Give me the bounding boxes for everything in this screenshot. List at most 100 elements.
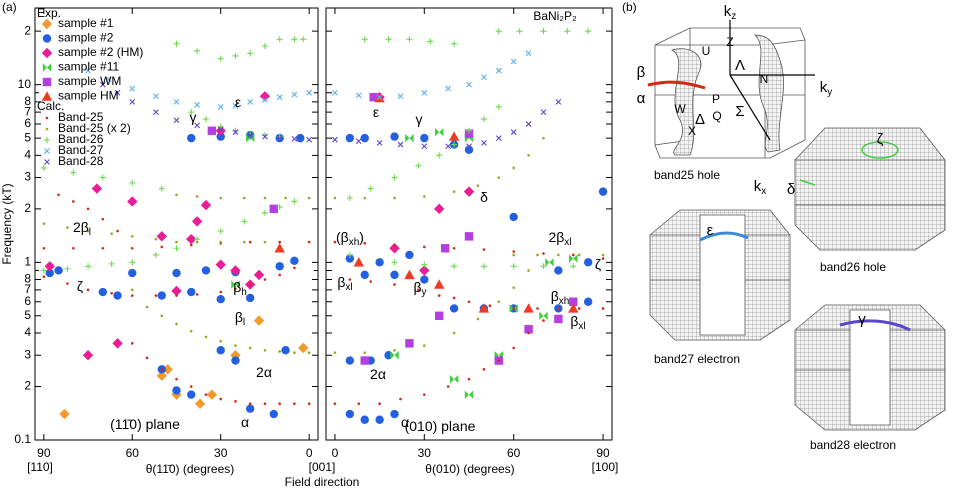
annotation-main: ζ: [77, 278, 83, 294]
data-point: [232, 102, 239, 109]
diagram-caption: band25 hole: [654, 168, 720, 182]
data-point: [156, 231, 167, 242]
data-point: [512, 286, 515, 289]
data-point: [357, 402, 361, 406]
data-point: [152, 93, 159, 100]
y-tick-label: 7: [24, 104, 31, 118]
data-point: [243, 240, 246, 244]
data-point: [510, 129, 517, 136]
data-point: [421, 261, 428, 268]
y-tick-label: 8: [24, 94, 31, 108]
annotation-main: γ: [190, 109, 197, 125]
annotation-sub: xl: [578, 321, 585, 332]
data-point: [145, 305, 149, 309]
data-point: [207, 126, 217, 135]
data-point: [188, 109, 195, 116]
data-point: [291, 198, 298, 205]
diagram-label: Σ: [735, 103, 744, 120]
y-tick-label: 2: [24, 379, 31, 393]
data-point: [108, 260, 115, 267]
data-point: [130, 246, 134, 250]
data-point: [333, 240, 337, 244]
data-point: [158, 185, 165, 192]
panel-label: (b): [622, 0, 637, 14]
data-point: [345, 356, 355, 365]
data-point: [445, 143, 452, 150]
data-point: [154, 237, 158, 241]
diagram-label-main: Λ: [735, 57, 745, 74]
data-point: [278, 240, 281, 244]
data-point: [231, 356, 240, 365]
data-point: [129, 179, 136, 186]
data-point: [101, 217, 105, 221]
data-point: [105, 76, 112, 83]
y-tick-label: 2: [24, 23, 31, 37]
data-point: [276, 203, 283, 210]
data-point: [482, 248, 486, 251]
data-point: [300, 36, 307, 43]
data-point: [201, 266, 211, 275]
diagram-label-sub: y: [827, 87, 832, 98]
data-point: [397, 93, 404, 100]
data-point: [160, 245, 164, 249]
annotation-main: β: [235, 309, 243, 325]
data-point: [375, 415, 384, 424]
direction-label: [100]: [592, 460, 619, 474]
diagram-label-main: γ: [858, 311, 866, 328]
data-point: [248, 240, 252, 244]
data-point: [217, 228, 224, 235]
data-point: [434, 203, 445, 215]
data-point: [523, 303, 534, 313]
diagram-label-main: δ: [787, 181, 795, 198]
data-point: [114, 89, 121, 96]
data-point: [417, 288, 420, 292]
data-point: [145, 356, 149, 360]
data-point: [495, 103, 502, 110]
data-point: [116, 229, 119, 233]
data-point: [204, 393, 208, 396]
data-point: [72, 246, 75, 250]
x-tick-label: 30: [418, 446, 432, 460]
data-point: [206, 389, 218, 400]
data-point: [466, 81, 472, 88]
annotation-main: 2β: [73, 219, 89, 235]
data-point: [215, 259, 226, 270]
data-point: [85, 263, 92, 270]
data-point: [293, 266, 296, 270]
data-point: [156, 370, 167, 381]
diagram-label: W: [674, 102, 686, 116]
data-point: [152, 109, 159, 116]
y-tick-label: 3: [24, 170, 31, 184]
data-point: [245, 133, 255, 143]
data-point: [173, 40, 180, 47]
data-point: [307, 402, 311, 406]
data-point: [130, 235, 134, 238]
diagram-label: Λ: [735, 57, 745, 74]
data-point: [390, 409, 399, 419]
data-point: [186, 233, 197, 245]
annotation-main: 2α: [256, 364, 272, 380]
data-point: [355, 138, 362, 145]
data-point: [171, 285, 182, 297]
y-tick-label: 7: [24, 282, 31, 296]
diagram-label-main: X: [688, 124, 696, 138]
data-point: [363, 351, 367, 354]
data-point: [512, 346, 515, 350]
diagram-label-main: Δ: [695, 111, 705, 128]
data-point: [536, 253, 539, 257]
data-point: [263, 278, 267, 281]
diagram-label-main: α: [637, 90, 646, 107]
data-point: [202, 116, 209, 123]
plot-frame: [34, 7, 319, 441]
annotation: 2α: [256, 364, 272, 380]
data-point: [497, 176, 501, 179]
data-point: [175, 193, 178, 197]
data-point: [390, 270, 399, 280]
annotation-sub: l: [89, 227, 91, 238]
data-point: [216, 295, 225, 304]
annotation-sub: xh: [559, 296, 570, 307]
data-point: [110, 291, 113, 295]
annotation-main: (010) plane: [405, 418, 476, 434]
data-point: [435, 127, 444, 137]
